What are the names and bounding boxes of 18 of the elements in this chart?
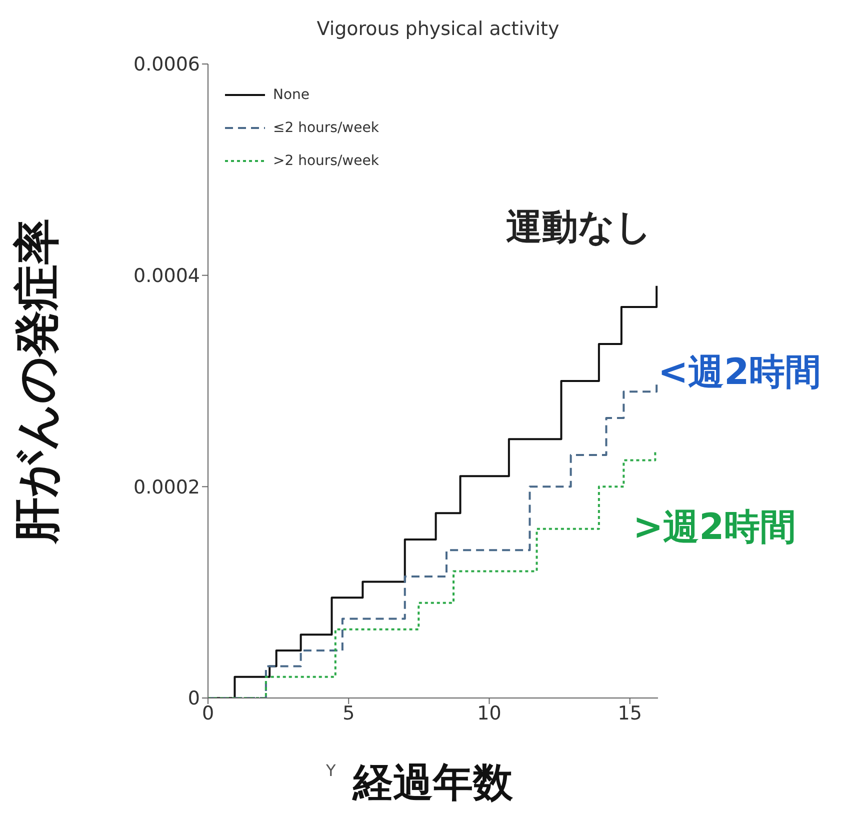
x-tick-label: 5 — [342, 702, 355, 724]
x-tick-label: 0 — [202, 702, 214, 724]
text: Y — [326, 761, 336, 780]
y-tick-label: 0.0006 — [134, 54, 200, 76]
annotation: >週2時間 — [633, 506, 796, 550]
x-axis-title: 経過年数 — [352, 760, 514, 806]
legend-label: ≤2 hours/week — [273, 120, 379, 136]
y-axis-title: 肝がんの発症率 — [9, 218, 64, 544]
legend-label: >2 hours/week — [273, 152, 379, 168]
annotation: <週2時間 — [658, 351, 822, 395]
x-tick-label: 15 — [618, 702, 642, 724]
chart-title: Vigorous physical activity — [316, 18, 560, 40]
y-tick-label: 0.0004 — [134, 265, 200, 288]
y-tick-label: 0.0002 — [134, 476, 200, 498]
legend-label: None — [273, 86, 310, 102]
annotation: 運動なし — [506, 206, 652, 250]
x-tick-label: 10 — [477, 702, 502, 724]
y-tick-label: 0 — [188, 688, 200, 710]
